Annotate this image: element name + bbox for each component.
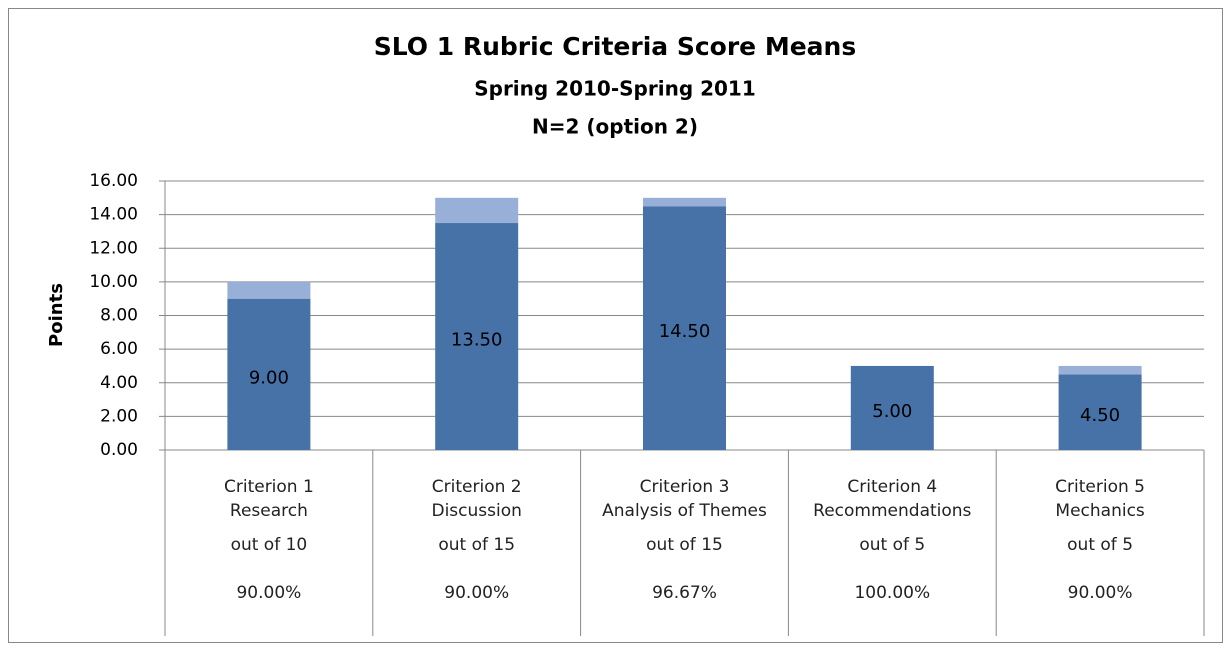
data-label: 4.50 <box>1080 405 1120 426</box>
chart-subtitle: Spring 2010-Spring 2011 <box>474 77 756 101</box>
category-note: out of 10 <box>231 535 308 555</box>
category-note: 100.00% <box>854 583 930 603</box>
chart-title: SLO 1 Rubric Criteria Score Means <box>374 32 856 61</box>
bar-segment <box>435 197 519 224</box>
category-note: out of 15 <box>438 535 515 555</box>
category-note: out of 15 <box>646 535 723 555</box>
y-tick-label: 2.00 <box>100 406 138 426</box>
bar-segment <box>1058 374 1142 450</box>
y-tick-label: 10.00 <box>89 272 138 292</box>
x-tick-label: Criterion 2 <box>432 477 522 497</box>
y-axis-label: Points <box>46 283 67 347</box>
y-tick-label: 8.00 <box>100 306 138 326</box>
bar-segment <box>643 197 726 207</box>
data-label: 14.50 <box>659 321 711 342</box>
x-tick-label: Criterion 1 <box>224 477 314 497</box>
x-tick-label: Criterion 5 <box>1055 477 1145 497</box>
bar-segment <box>850 365 934 450</box>
x-tick-label: Analysis of Themes <box>602 501 767 521</box>
x-tick-label: Mechanics <box>1055 501 1145 521</box>
bar-segment <box>1058 365 1142 375</box>
category-note: out of 5 <box>1067 535 1133 555</box>
category-note: 96.67% <box>652 583 717 603</box>
x-tick-label: Research <box>230 501 308 521</box>
y-tick-label: 16.00 <box>89 171 138 191</box>
x-tick-label: Criterion 4 <box>847 477 937 497</box>
data-label: 13.50 <box>451 330 503 351</box>
category-note: 90.00% <box>444 583 509 603</box>
bar-segment <box>227 298 311 450</box>
chart-border <box>8 8 1223 643</box>
category-note: 90.00% <box>1068 583 1133 603</box>
data-label: 9.00 <box>249 367 289 388</box>
x-tick-label: Discussion <box>431 501 521 521</box>
category-note: out of 5 <box>859 535 925 555</box>
bar-segment <box>227 281 311 299</box>
chart-subtitle: N=2 (option 2) <box>532 115 698 139</box>
y-tick-label: 6.00 <box>100 339 138 359</box>
bar-segment <box>643 206 726 450</box>
x-tick-label: Criterion 3 <box>640 477 730 497</box>
data-label: 5.00 <box>872 401 912 422</box>
category-note: 90.00% <box>236 583 301 603</box>
y-tick-label: 4.00 <box>100 373 138 393</box>
x-tick-label: Recommendations <box>813 501 971 521</box>
y-tick-label: 12.00 <box>89 238 138 258</box>
bar-segment <box>435 223 519 450</box>
y-tick-label: 14.00 <box>89 205 138 225</box>
y-tick-label: 0.00 <box>100 440 138 460</box>
